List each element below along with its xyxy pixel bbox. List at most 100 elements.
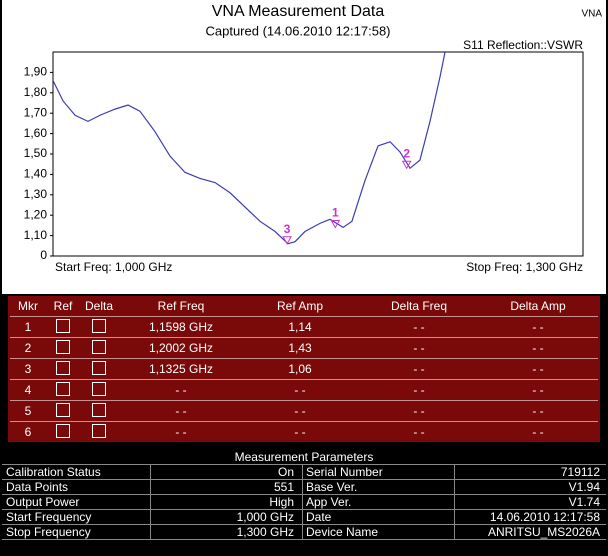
marker-cell: 1,14 bbox=[288, 320, 312, 334]
ref-checkbox[interactable] bbox=[56, 424, 70, 438]
parameter-value: V1.74 bbox=[568, 495, 600, 509]
column-header: Mkr bbox=[18, 299, 38, 313]
ref-checkbox[interactable] bbox=[56, 382, 70, 396]
marker-cell: - - bbox=[175, 425, 187, 439]
marker-cell: - - bbox=[294, 404, 306, 418]
delta-checkbox[interactable] bbox=[92, 340, 106, 354]
row-separator bbox=[10, 358, 598, 359]
parameter-value: ANRITSU_MS2026A bbox=[487, 525, 600, 539]
parameter-label: App Ver. bbox=[306, 495, 352, 509]
column-header: Delta bbox=[84, 299, 113, 313]
parameter-label: Start Frequency bbox=[6, 510, 92, 524]
marker-cell: - - bbox=[413, 383, 425, 397]
y-tick-label: 1,20 bbox=[24, 207, 48, 221]
marker-cell: 1,06 bbox=[288, 362, 312, 376]
parameter-label: Date bbox=[306, 510, 332, 524]
marker-cell: - - bbox=[413, 425, 425, 439]
y-tick-label: 1,50 bbox=[24, 146, 48, 160]
y-tick-label: 1,90 bbox=[24, 65, 48, 79]
parameter-value: 719112 bbox=[560, 465, 600, 479]
parameter-value: On bbox=[277, 465, 294, 479]
marker-cell: - - bbox=[175, 383, 187, 397]
parameter-value: 1,000 GHz bbox=[236, 510, 294, 524]
column-header: Delta Amp bbox=[510, 299, 566, 313]
ref-checkbox[interactable] bbox=[56, 403, 70, 417]
marker-cell: - - bbox=[532, 362, 544, 376]
column-header: Delta Freq bbox=[390, 299, 448, 313]
row-line bbox=[2, 524, 606, 525]
marker-table: Mkr Ref Delta Ref Freq Ref Amp Delta Freq Delt… bbox=[8, 296, 600, 442]
marker-cell: 1,1325 GHz bbox=[148, 362, 214, 376]
parameter-value: V1.94 bbox=[568, 480, 600, 494]
column-header: Ref Amp bbox=[276, 299, 324, 313]
marker-cell: - - bbox=[413, 320, 425, 334]
parameter-label: Stop Frequency bbox=[6, 525, 91, 539]
parameter-label: Output Power bbox=[6, 495, 80, 509]
marker-triangle bbox=[401, 160, 412, 170]
marker-triangle bbox=[330, 219, 341, 229]
y-tick-label: 1,80 bbox=[24, 85, 48, 99]
marker-cell: - - bbox=[294, 425, 306, 439]
marker-cell: - - bbox=[532, 341, 544, 355]
marker-label: 2 bbox=[403, 146, 410, 160]
parameter-value: 14.06.2010 12:17:58 bbox=[489, 510, 600, 524]
chart-title: VNA Measurement Data bbox=[212, 3, 385, 20]
parameter-value: High bbox=[269, 495, 294, 509]
parameter-label: Base Ver. bbox=[306, 480, 358, 494]
x-start-label: Start Freq: 1,000 GHz bbox=[55, 260, 172, 274]
marker-cell: 2 bbox=[24, 341, 32, 355]
ref-checkbox[interactable] bbox=[56, 361, 70, 375]
parameter-label: Serial Number bbox=[306, 465, 383, 479]
y-tick-label: 1,60 bbox=[24, 126, 48, 140]
row-line bbox=[2, 539, 606, 540]
marker-cell: 1,43 bbox=[288, 341, 312, 355]
window-label: VNA bbox=[581, 9, 602, 20]
row-separator bbox=[10, 379, 598, 380]
marker-triangle bbox=[282, 236, 292, 245]
marker-cell: - - bbox=[294, 383, 306, 397]
marker-cell: 6 bbox=[24, 425, 32, 439]
y-tick-label: 1,30 bbox=[24, 187, 48, 201]
column-line bbox=[150, 464, 151, 539]
marker-cell: 5 bbox=[24, 404, 32, 418]
trace-label: S11 Reflection::VSWR bbox=[463, 38, 583, 52]
marker-cell: 1 bbox=[24, 320, 32, 334]
marker-cell: 3 bbox=[24, 362, 32, 376]
marker-cell: - - bbox=[532, 383, 544, 397]
y-tick-label: 1,40 bbox=[24, 167, 48, 181]
chart-background bbox=[2, 0, 606, 294]
parameter-label: Data Points bbox=[6, 480, 69, 494]
marker-cell: 1,2002 GHz bbox=[148, 341, 214, 355]
y-tick-label: 0 bbox=[40, 248, 47, 262]
column-line bbox=[302, 464, 303, 539]
marker-cell: - - bbox=[413, 362, 425, 376]
parameter-label: Calibration Status bbox=[6, 465, 101, 479]
marker-label: 3 bbox=[284, 222, 291, 236]
ref-checkbox[interactable] bbox=[56, 340, 70, 354]
delta-checkbox[interactable] bbox=[92, 403, 106, 417]
delta-checkbox[interactable] bbox=[92, 382, 106, 396]
row-separator bbox=[10, 400, 598, 401]
parameters-title: Measurement Parameters bbox=[234, 450, 374, 464]
trace-line bbox=[53, 52, 446, 245]
parameter-label: Device Name bbox=[306, 525, 379, 539]
y-tick-label: 1,10 bbox=[24, 228, 48, 242]
marker-cell: 4 bbox=[24, 383, 32, 397]
marker-cell: 1,1598 GHz bbox=[148, 320, 214, 334]
ref-checkbox[interactable] bbox=[56, 319, 70, 333]
parameter-value: 551 bbox=[273, 480, 294, 494]
delta-checkbox[interactable] bbox=[92, 319, 106, 333]
column-line bbox=[454, 464, 455, 539]
delta-checkbox[interactable] bbox=[92, 361, 106, 375]
row-line bbox=[2, 509, 606, 510]
parameters-table: Measurement Parameters Calibration Status… bbox=[0, 448, 608, 556]
row-line bbox=[2, 494, 606, 495]
delta-checkbox[interactable] bbox=[92, 424, 106, 438]
marker-cell: - - bbox=[413, 404, 425, 418]
column-header: Ref Freq bbox=[157, 299, 205, 313]
marker-label: 1 bbox=[332, 206, 339, 220]
marker-cell: - - bbox=[413, 341, 425, 355]
row-line bbox=[2, 464, 606, 465]
chart: VNA Measurement Data Captured (14.06.201… bbox=[2, 0, 606, 294]
